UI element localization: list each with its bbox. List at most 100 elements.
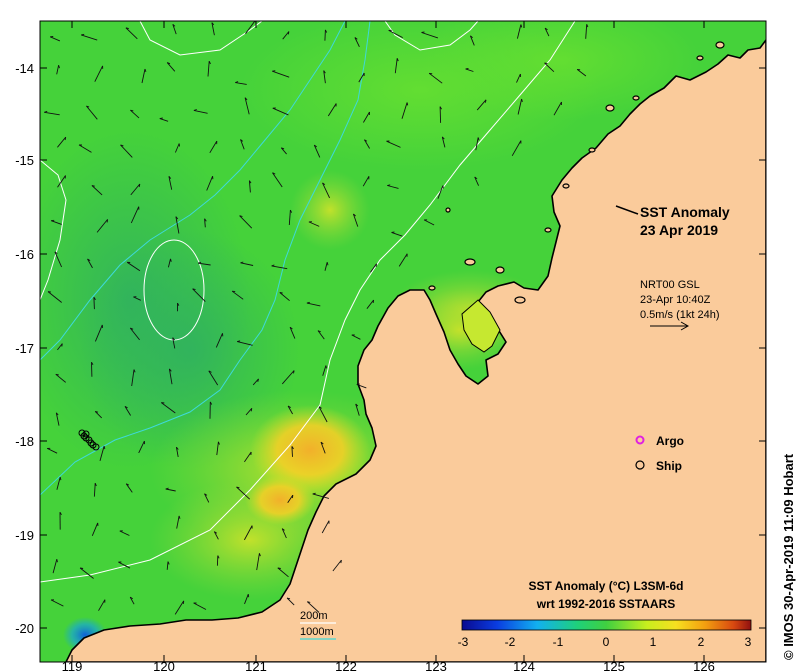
current-arrow [99, 445, 105, 462]
current-arrow-head [439, 106, 442, 110]
current-arrow-head [81, 33, 85, 36]
current-arrow [423, 219, 435, 226]
current-arrow [174, 600, 185, 615]
current-arrow-head [103, 445, 106, 450]
current-arrow-head [175, 216, 179, 220]
current-arrow-head [289, 326, 293, 330]
current-arrow-head [356, 383, 360, 385]
current-arrow [439, 106, 442, 123]
current-arrow [318, 406, 328, 423]
current-arrow-head [258, 553, 261, 557]
current-arrow [287, 494, 294, 503]
current-arrow [428, 72, 443, 84]
current-arrow [306, 302, 321, 307]
current-arrow-head [317, 330, 321, 333]
ship-marker-icon [635, 460, 645, 470]
isobath-200m [40, 21, 576, 583]
x-axis-labels: 119 120 121 122 123 124 125 126 [62, 659, 715, 672]
current-arrow-head [58, 65, 60, 69]
current-arrow-head [520, 24, 523, 28]
current-arrow [256, 553, 260, 571]
colorbar-title: SST Anomaly (°C) L3SM-6d [528, 579, 683, 593]
colorbar-tick: 0 [603, 635, 610, 649]
current-arrow [57, 343, 63, 351]
current-arrow-head [322, 182, 326, 186]
current-arrow [362, 176, 370, 187]
current-arrow [133, 296, 141, 301]
y-tick-label: -20 [15, 621, 34, 636]
current-arrow [216, 441, 219, 456]
current-arrow-head [172, 23, 176, 27]
current-arrow [317, 330, 325, 340]
current-arrow-head [314, 144, 317, 148]
current-arrow [78, 144, 92, 153]
current-arrow-head [429, 72, 433, 75]
current-arrow-head [54, 251, 58, 254]
current-arrow [166, 62, 176, 72]
current-arrow-head [326, 262, 329, 266]
current-arrow [306, 601, 320, 613]
current-arrow-head [159, 117, 163, 120]
current-info: NRT00 GSL 23-Apr 10:40Z 0.5m/s (1kt 24h) [640, 279, 719, 331]
current-arrow [55, 373, 66, 383]
current-arrow [168, 368, 173, 385]
argo-marker-icon [635, 435, 645, 445]
legend-argo: Argo [656, 434, 684, 448]
current-arrow [120, 144, 133, 158]
current-arrow [244, 594, 249, 605]
current-arrow [207, 61, 210, 77]
title-line-1: SST Anomaly [640, 204, 730, 220]
current-arrow-head [250, 408, 253, 412]
current-arrow-head [144, 68, 147, 73]
current-arrow [125, 483, 133, 493]
x-tick-label: 121 [245, 659, 267, 672]
current-arrow [332, 559, 342, 572]
current-arrow-head [44, 110, 48, 113]
current-arrow [364, 139, 370, 149]
current-arrow-head [293, 370, 295, 374]
current-arrow-head [277, 567, 281, 569]
current-arrow [141, 68, 146, 84]
current-arrow-head [355, 403, 359, 407]
y-tick-label: -14 [15, 61, 34, 76]
current-arrow [138, 440, 145, 454]
current-arrow-head [236, 486, 240, 489]
current-arrow [475, 137, 479, 151]
current-arrow [93, 483, 96, 497]
current-arrow-head [211, 22, 215, 26]
current-arrow-head [354, 37, 358, 40]
marker-legend: Argo Ship [635, 434, 684, 473]
x-tick-label: 126 [693, 659, 715, 672]
current-arrow [352, 213, 359, 227]
current-arrow [354, 37, 360, 47]
current-arrow [516, 73, 521, 83]
imos-credit: © IMOS 30-Apr-2019 11:09 Hobart [781, 453, 796, 660]
current-arrow-head [396, 58, 399, 62]
current-arrow [511, 140, 522, 157]
current-arrow [86, 105, 98, 120]
current-arrow-head [170, 258, 172, 262]
current-arrow-head [257, 378, 259, 382]
current-arrow [235, 82, 247, 85]
current-arrow [44, 111, 60, 116]
current-arrow-head [80, 567, 84, 569]
current-arrow-head [133, 369, 136, 373]
current-arrow-head [204, 493, 208, 496]
current-arrow [176, 515, 180, 529]
current-arrow [356, 383, 367, 389]
current-arrow [129, 327, 140, 341]
current-arrow [215, 333, 223, 348]
current-arrow [281, 528, 287, 539]
map-title: SST Anomaly 23 Apr 2019 [615, 204, 730, 238]
current-arrow [51, 220, 62, 225]
current-arrow-head [544, 62, 548, 65]
current-arrow-head [465, 67, 469, 70]
current-arrow [351, 334, 361, 340]
plot-frame [39, 20, 767, 663]
current-arrow [118, 561, 131, 569]
current-arrow [239, 215, 253, 229]
current-arrow-head [64, 137, 67, 141]
current-arrow-head [59, 511, 62, 516]
australia-landmass [65, 39, 766, 662]
current-arrow [94, 65, 104, 82]
